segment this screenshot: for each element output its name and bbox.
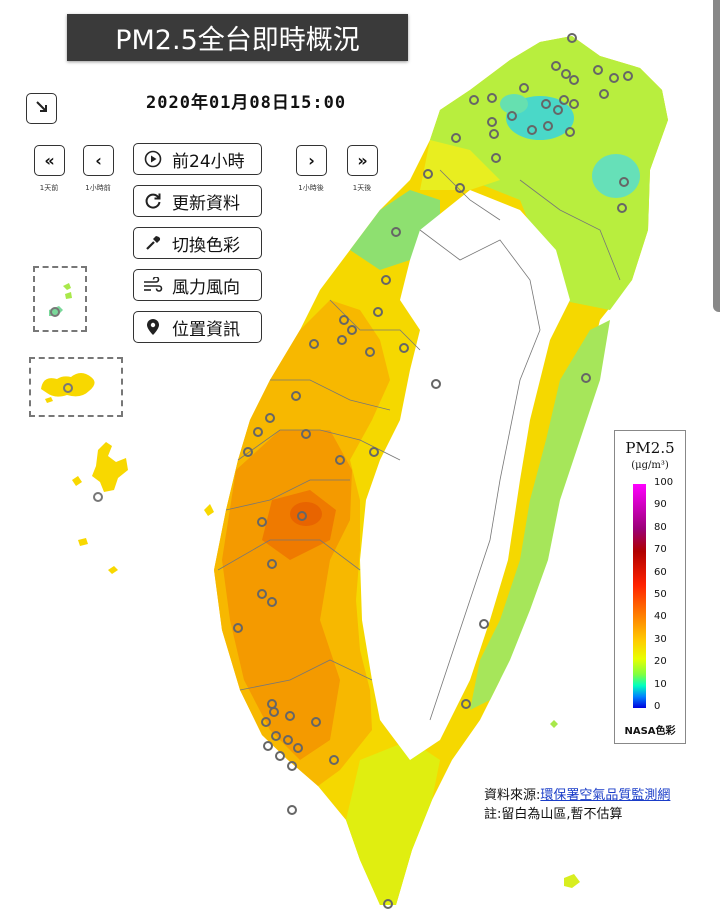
refresh-button[interactable]: 更新資料 <box>133 185 262 217</box>
switch-color-label: 切換色彩 <box>172 235 240 256</box>
location-label: 位置資訊 <box>172 319 240 340</box>
legend-tick: 80 <box>654 521 667 533</box>
matsu-inset[interactable] <box>33 266 87 332</box>
double-chevron-left-icon: « <box>44 151 55 170</box>
play-24h-label: 前24小時 <box>172 151 245 172</box>
legend-tick: 20 <box>654 656 667 668</box>
legend-tick: 30 <box>654 633 667 645</box>
next-day-button[interactable]: » <box>347 145 378 176</box>
eyedropper-icon <box>142 234 164 252</box>
next-hour-label: 1小時後 <box>298 184 324 192</box>
prev-day-button[interactable]: « <box>34 145 65 176</box>
kinmen-islands <box>41 373 95 403</box>
play-circle-icon <box>142 150 164 168</box>
next-day-label: 1天後 <box>352 184 372 192</box>
legend-tick: 90 <box>654 499 667 511</box>
refresh-label: 更新資料 <box>172 193 240 214</box>
monitoring-stations <box>233 33 633 909</box>
scrollbar[interactable] <box>713 0 720 312</box>
timestamp: 2020年01月08日15:00 <box>146 93 347 113</box>
source-note: 註:留白為山區,暫不估算 <box>484 807 623 822</box>
legend-tick: 100 <box>654 477 674 488</box>
kinmen-inset[interactable] <box>29 357 123 417</box>
location-button[interactable]: 位置資訊 <box>133 311 262 343</box>
legend-tick: 0 <box>654 701 661 712</box>
legend-tick: 10 <box>654 678 667 690</box>
penghu-islands <box>72 442 214 574</box>
orchid-island <box>564 874 580 888</box>
source-label: 資料來源: <box>484 788 541 803</box>
legend-title: PM2.5 <box>625 439 675 457</box>
prev-hour-button[interactable]: ‹ <box>83 145 114 176</box>
wind-label: 風力風向 <box>172 277 240 298</box>
double-chevron-right-icon: » <box>357 151 368 170</box>
chevron-right-icon: › <box>308 151 315 170</box>
wind-button[interactable]: 風力風向 <box>133 269 262 301</box>
switch-color-button[interactable]: 切換色彩 <box>133 227 262 259</box>
green-island <box>550 720 558 728</box>
play-24h-button[interactable]: 前24小時 <box>133 143 262 175</box>
map-pin-icon <box>142 318 164 336</box>
legend-color-bar <box>633 484 646 708</box>
page-title: PM2.5全台即時概況 <box>67 14 408 61</box>
collapse-button[interactable] <box>26 93 57 124</box>
next-hour-button[interactable]: › <box>296 145 327 176</box>
refresh-icon <box>142 192 164 210</box>
chevron-left-icon: ‹ <box>95 151 102 170</box>
legend-footer: NASA色彩 <box>624 726 676 737</box>
legend-tick: 60 <box>654 566 667 578</box>
matsu-islands <box>49 283 72 317</box>
county-borders <box>217 169 621 721</box>
legend-tick: 40 <box>654 611 667 623</box>
source-link[interactable]: 環保署空氣品質監測網 <box>540 788 671 803</box>
legend-tick: 50 <box>654 589 667 600</box>
legend-tick: 70 <box>654 544 667 556</box>
legend-unit: (μg/m³) <box>631 460 669 471</box>
data-source: 資料來源:環保署空氣品質監測網 註:留白為山區,暫不估算 <box>484 786 670 824</box>
arrow-down-right-icon <box>34 99 50 119</box>
pm25-legend: PM2.5 (μg/m³) 100 90 80 70 60 50 40 30 20 10 0 NAS… <box>614 430 686 744</box>
wind-icon <box>142 277 164 293</box>
prev-day-label: 1天前 <box>39 184 59 192</box>
prev-hour-label: 1小時前 <box>85 184 111 192</box>
